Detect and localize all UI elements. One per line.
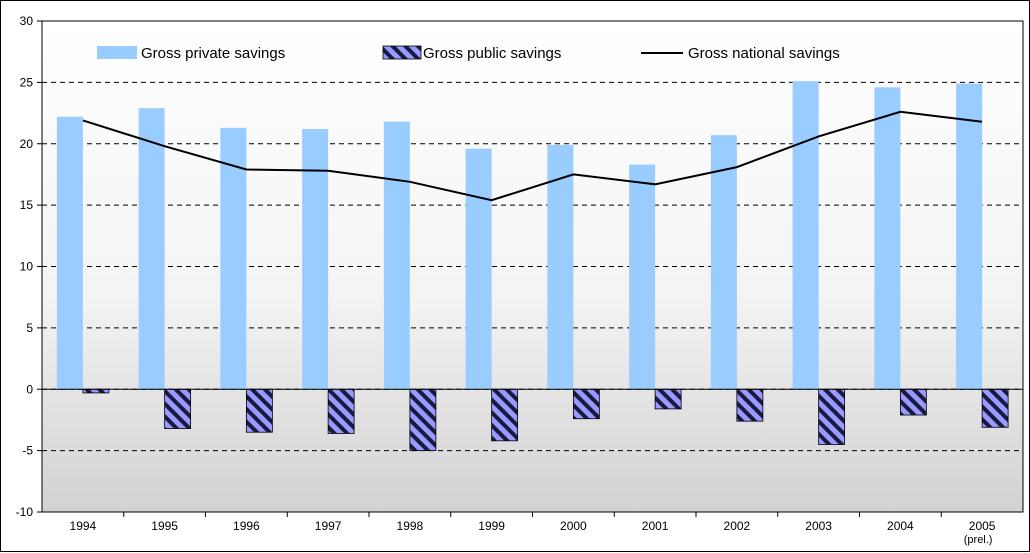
private-savings-bar bbox=[465, 148, 492, 390]
private-savings-bar bbox=[874, 87, 901, 390]
x-tick-label: 1995 bbox=[151, 519, 178, 533]
public-savings-bar bbox=[818, 388, 846, 445]
x-tick-label: 1999 bbox=[478, 519, 505, 533]
private-savings-bar bbox=[792, 81, 819, 390]
private-savings-bar bbox=[56, 116, 83, 390]
private-savings-bar bbox=[383, 121, 410, 390]
public-savings-bar bbox=[491, 388, 519, 442]
public-savings-bar bbox=[572, 388, 600, 420]
national-savings-line bbox=[82, 110, 983, 202]
public-savings-bar bbox=[245, 388, 273, 433]
legend-label-national: Gross national savings bbox=[688, 45, 840, 62]
y-tick-label: 30 bbox=[20, 14, 34, 28]
x-tick-label: 1994 bbox=[70, 519, 97, 533]
x-tick-label: 2003 bbox=[805, 519, 832, 533]
x-tick-label: 2005 bbox=[969, 519, 996, 533]
y-tick-label: -5 bbox=[22, 444, 33, 458]
y-tick-label: 15 bbox=[20, 198, 34, 212]
x-tick-label: 2001 bbox=[642, 519, 669, 533]
bars bbox=[56, 81, 1009, 452]
public-savings-bar bbox=[409, 388, 437, 452]
y-tick-label: 25 bbox=[20, 75, 34, 89]
national-savings-line-group bbox=[82, 110, 983, 202]
private-savings-bar bbox=[302, 129, 329, 390]
x-tick-sublabel: (prel.) bbox=[964, 534, 993, 546]
x-tick-label: 2000 bbox=[560, 519, 587, 533]
legend-label-public: Gross public savings bbox=[423, 45, 561, 62]
public-savings-bar bbox=[164, 388, 192, 429]
legend-label-private: Gross private savings bbox=[141, 45, 285, 62]
x-tick-label: 1996 bbox=[233, 519, 260, 533]
x-tick-label: 2002 bbox=[724, 519, 751, 533]
private-savings-bar bbox=[138, 108, 165, 390]
private-savings-bar bbox=[220, 127, 247, 390]
x-tick-label: 1997 bbox=[315, 519, 342, 533]
public-savings-bar bbox=[82, 388, 110, 394]
y-tick-label: 10 bbox=[20, 260, 34, 274]
x-tick-label: 2004 bbox=[887, 519, 914, 533]
axes: -10 -5 0 5 10 15 20 25 30 1994 1995 1996 1997 1998 199… bbox=[16, 14, 1024, 546]
legend-swatch-private bbox=[97, 46, 137, 59]
legend-swatch-public bbox=[382, 45, 422, 60]
public-savings-bar bbox=[736, 388, 764, 422]
public-savings-bar bbox=[899, 388, 927, 416]
private-savings-bar bbox=[629, 164, 656, 390]
x-tick-label: 1998 bbox=[397, 519, 424, 533]
y-tick-label: 0 bbox=[26, 382, 33, 396]
private-savings-bar bbox=[547, 144, 574, 390]
legend: Gross private savings Gross public saving… bbox=[97, 45, 840, 62]
public-savings-bar bbox=[981, 388, 1009, 428]
y-tick-label: 5 bbox=[26, 321, 33, 335]
private-savings-bar bbox=[956, 83, 983, 390]
private-savings-bar bbox=[710, 135, 737, 390]
y-tick-label: 20 bbox=[20, 137, 34, 151]
y-tick-label: -10 bbox=[16, 505, 34, 519]
public-savings-bar bbox=[654, 388, 682, 410]
public-savings-bar bbox=[327, 388, 355, 434]
